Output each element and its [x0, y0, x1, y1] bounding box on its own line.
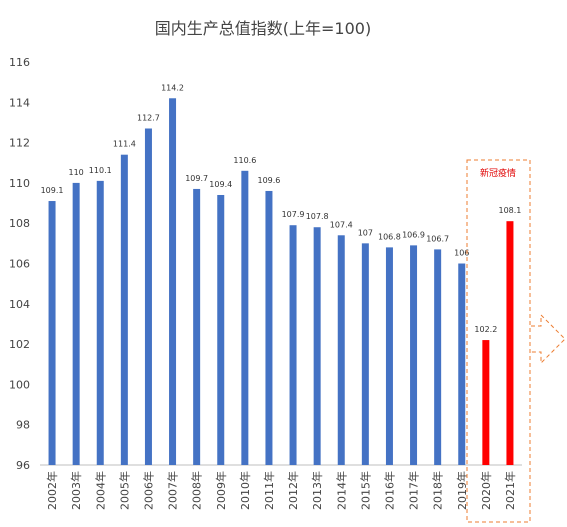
bar-2005年 — [120, 154, 128, 465]
bar-2011年 — [265, 190, 273, 465]
y-tick-label: 96 — [16, 459, 30, 472]
bar-2003年 — [72, 182, 80, 465]
bar-2008年 — [193, 188, 201, 465]
x-tick-label: 2018年 — [431, 471, 445, 510]
bar-2019年 — [458, 263, 466, 465]
x-tick-label: 2015年 — [358, 471, 372, 510]
annotation-label: 新冠疫情 — [480, 167, 516, 179]
y-tick-label: 102 — [9, 338, 30, 351]
data-label: 106.8 — [378, 232, 401, 241]
y-tick-label: 110 — [9, 177, 30, 190]
y-tick-label: 106 — [9, 258, 30, 271]
data-label: 109.7 — [185, 174, 208, 183]
bar-2020年 — [482, 340, 490, 465]
data-label: 111.4 — [113, 140, 136, 149]
data-label: 109.1 — [41, 186, 64, 195]
data-label: 109.4 — [209, 180, 232, 189]
x-tick-label: 2005年 — [117, 471, 131, 510]
data-label: 106.9 — [402, 230, 425, 239]
x-tick-label: 2021年 — [503, 471, 517, 510]
data-label: 110 — [69, 168, 84, 177]
x-axis: 2002年 2003年 2004年 2005年 2006年 2007年 2008年 2009年… — [45, 471, 517, 510]
bar-2006年 — [144, 128, 152, 465]
bar-2002年 — [48, 201, 56, 465]
x-tick-label: 2003年 — [69, 471, 83, 510]
bar-2016年 — [385, 247, 393, 465]
bar-2004年 — [96, 180, 104, 465]
data-label: 107 — [358, 228, 373, 237]
x-tick-label: 2009年 — [214, 471, 228, 510]
x-tick-label: 2004年 — [93, 471, 107, 510]
annotation-box — [466, 159, 531, 523]
annotation-arrow — [531, 313, 566, 365]
bar-2012年 — [289, 225, 297, 465]
data-label: 106 — [454, 249, 469, 258]
bar-2014年 — [337, 235, 345, 465]
chart-title: 国内生产总值指数(上年=100) — [155, 19, 371, 38]
y-tick-label: 112 — [9, 137, 30, 150]
bar-2010年 — [241, 170, 249, 465]
y-tick-label: 104 — [9, 298, 30, 311]
data-label: 109.6 — [257, 176, 280, 185]
y-axis: 96 98 100 102 104 106 108 110 112 114 116 — [9, 56, 30, 472]
x-tick-label: 2007年 — [166, 471, 180, 510]
data-label: 107.9 — [282, 210, 305, 219]
bar-series — [48, 98, 514, 466]
x-tick-label: 2012年 — [286, 471, 300, 510]
bar-2007年 — [169, 98, 177, 466]
bar-2017年 — [410, 245, 418, 465]
x-tick-label: 2020年 — [479, 471, 493, 510]
bar-2015年 — [361, 243, 369, 465]
x-tick-label: 2011年 — [262, 471, 276, 510]
y-tick-label: 100 — [9, 378, 30, 391]
bar-2018年 — [434, 249, 442, 465]
y-tick-label: 98 — [16, 419, 30, 432]
x-tick-label: 2010年 — [238, 471, 252, 510]
y-tick-label: 108 — [9, 217, 30, 230]
y-tick-label: 116 — [9, 56, 30, 69]
x-tick-label: 2017年 — [407, 471, 421, 510]
x-tick-label: 2019年 — [455, 471, 469, 510]
data-label: 112.7 — [137, 113, 160, 122]
data-label: 106.7 — [426, 234, 449, 243]
x-tick-label: 2014年 — [334, 471, 348, 510]
data-label: 114.2 — [161, 83, 184, 92]
data-label: 110.6 — [233, 156, 256, 165]
data-label: 108.1 — [498, 206, 521, 215]
data-label: 107.4 — [330, 220, 353, 229]
x-tick-label: 2013年 — [310, 471, 324, 510]
bar-2009年 — [217, 194, 225, 466]
bar-2021年 — [506, 221, 514, 465]
data-label: 110.1 — [89, 166, 112, 175]
y-tick-label: 114 — [9, 96, 30, 109]
data-label: 102.2 — [474, 325, 497, 334]
x-tick-label: 2016年 — [382, 471, 396, 510]
x-tick-label: 2008年 — [190, 471, 204, 510]
x-tick-label: 2006年 — [141, 471, 155, 510]
bar-2013年 — [313, 227, 321, 465]
x-tick-label: 2002年 — [45, 471, 59, 510]
data-label: 107.8 — [306, 212, 329, 221]
